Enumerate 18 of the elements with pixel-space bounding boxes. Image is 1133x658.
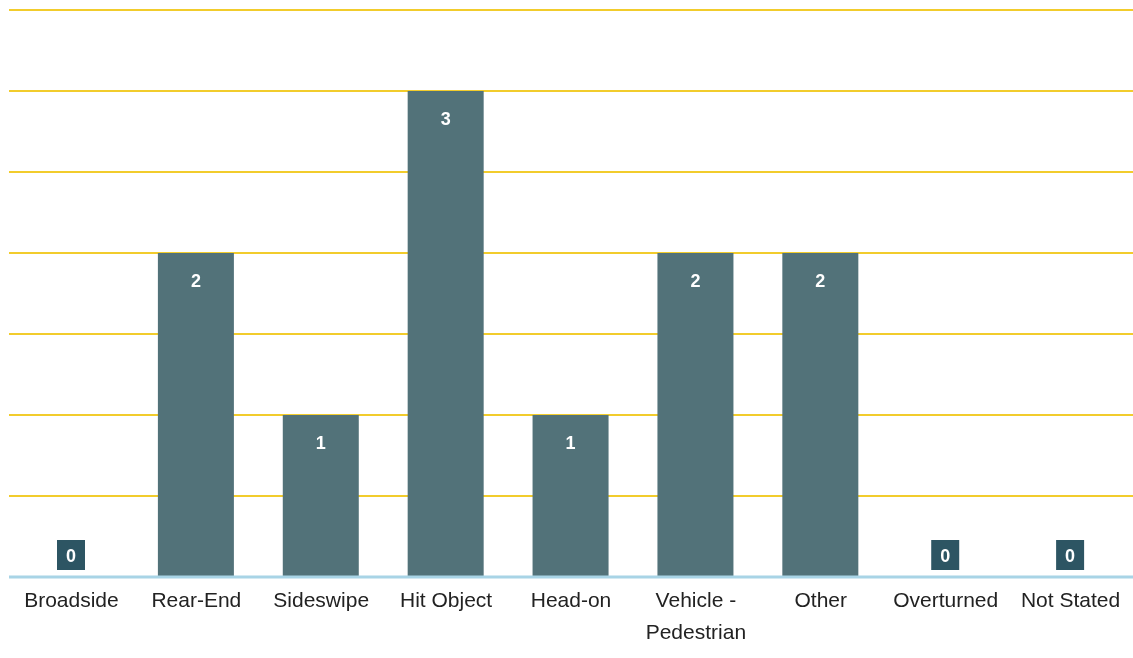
x-tick-label: Rear-End bbox=[151, 588, 242, 611]
data-label: 0 bbox=[940, 546, 951, 566]
data-label: 2 bbox=[690, 271, 701, 291]
x-tick-label: Overturned bbox=[893, 588, 999, 611]
x-tick-label: Hit Object bbox=[400, 588, 493, 611]
data-label: 1 bbox=[315, 433, 326, 453]
x-tick-label: Other bbox=[794, 588, 848, 611]
data-label: 2 bbox=[815, 271, 826, 291]
data-label: 2 bbox=[190, 271, 201, 291]
data-label: 0 bbox=[65, 546, 77, 566]
data-label: 1 bbox=[565, 433, 576, 453]
data-label: 3 bbox=[440, 109, 451, 129]
x-tick-label: Sideswipe bbox=[273, 588, 370, 611]
data-label: 0 bbox=[1065, 546, 1076, 566]
x-tick-label: Vehicle - Pedestrian bbox=[645, 588, 747, 643]
x-tick-label: Broadside bbox=[24, 588, 119, 611]
x-tick-label: Not Stated bbox=[1020, 588, 1121, 611]
x-tick-label: Head-on bbox=[530, 588, 612, 611]
